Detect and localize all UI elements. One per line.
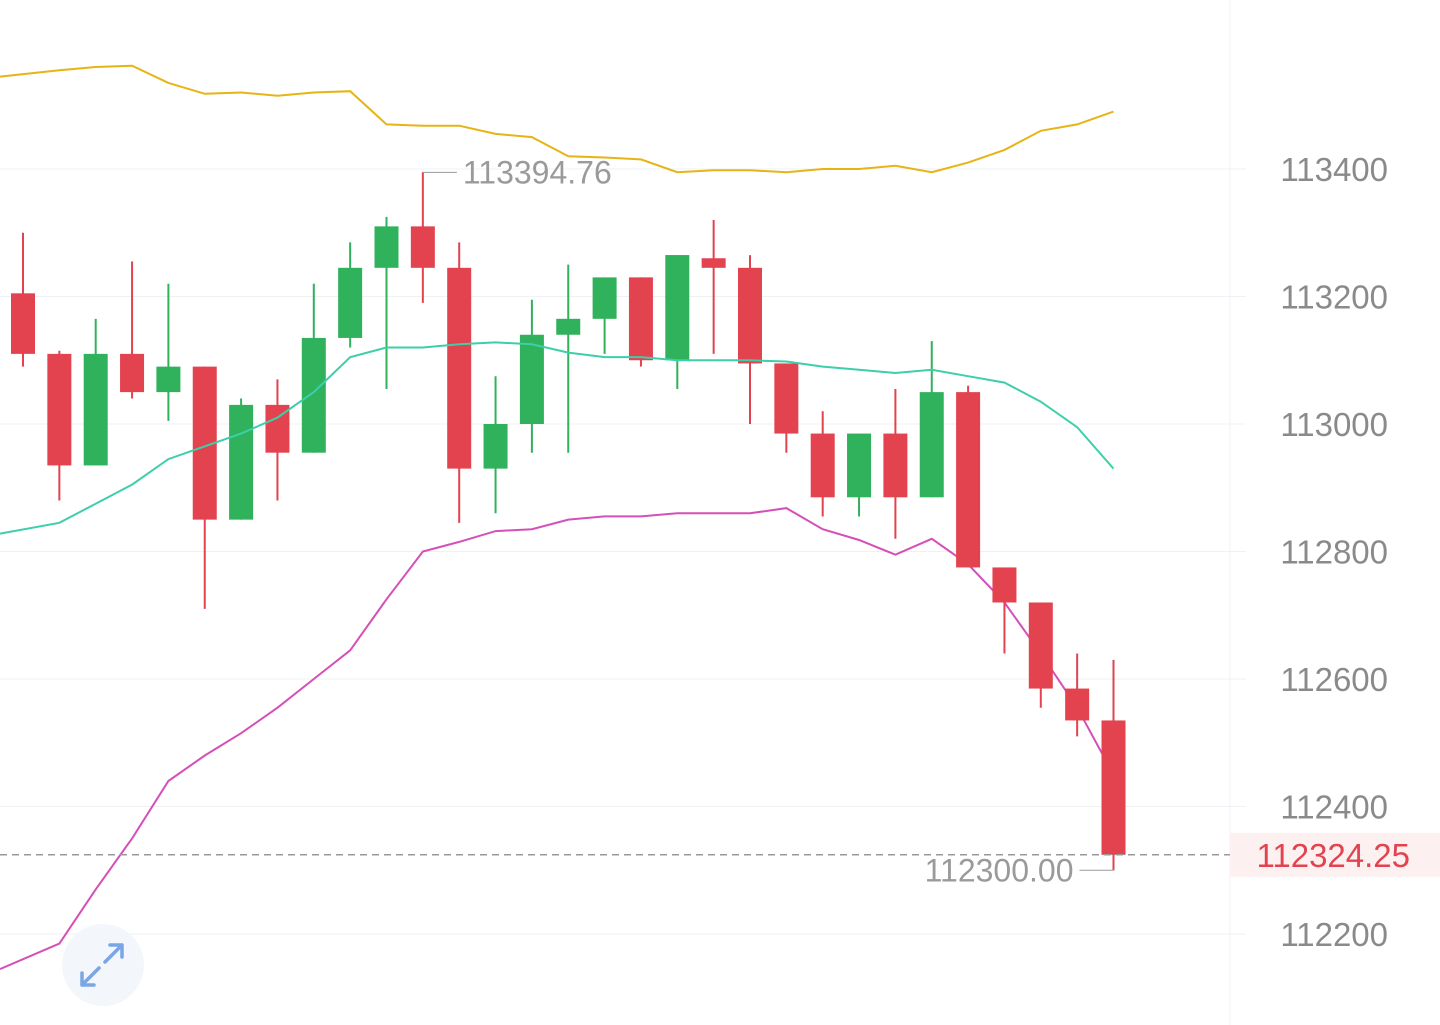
candle-down bbox=[1065, 653, 1090, 737]
candle-up bbox=[483, 376, 508, 514]
candle-body bbox=[338, 267, 363, 338]
candle-body bbox=[919, 392, 944, 498]
y-tick-label: 112800 bbox=[1280, 534, 1388, 571]
candle-up bbox=[83, 318, 108, 466]
expand-arrows-icon bbox=[80, 943, 124, 987]
candle-down bbox=[701, 220, 726, 354]
candle-up bbox=[592, 277, 617, 354]
candle-up bbox=[919, 341, 944, 498]
y-tick-label: 112600 bbox=[1280, 661, 1388, 698]
candle-body bbox=[701, 258, 726, 268]
candle-up bbox=[665, 255, 690, 389]
candle-up bbox=[229, 398, 254, 520]
candle-up bbox=[556, 264, 581, 453]
y-tick-label: 113000 bbox=[1280, 406, 1388, 443]
candle-up bbox=[847, 433, 872, 517]
candle-body bbox=[956, 392, 981, 568]
candle-up bbox=[338, 242, 363, 348]
candle-down bbox=[447, 242, 472, 523]
max-price-label: 113394.76 bbox=[463, 154, 612, 190]
candle-down bbox=[992, 567, 1017, 654]
upper-band-line bbox=[0, 64, 1114, 174]
candle-body bbox=[120, 353, 145, 393]
extreme-markers: 113394.76 112300.00 bbox=[422, 154, 1114, 888]
expand-button[interactable] bbox=[62, 924, 144, 1006]
candle-body bbox=[992, 567, 1017, 603]
candle-body bbox=[847, 433, 872, 498]
candle-body bbox=[556, 318, 581, 335]
candle-down bbox=[192, 366, 217, 609]
candle-body bbox=[410, 226, 435, 268]
candle-body bbox=[83, 353, 108, 466]
candle-body bbox=[774, 363, 799, 434]
candle-body bbox=[1101, 720, 1126, 855]
y-tick-label: 113200 bbox=[1280, 279, 1388, 316]
candle-body bbox=[11, 293, 35, 354]
candle-body bbox=[519, 334, 544, 424]
candles bbox=[11, 172, 1126, 871]
candle-body bbox=[47, 353, 72, 466]
min-price-label: 112300.00 bbox=[925, 852, 1074, 888]
lower-band-line bbox=[0, 507, 1115, 971]
candle-body bbox=[447, 267, 472, 469]
current-price-label: 112324.25 bbox=[1256, 837, 1410, 874]
candle-down bbox=[1101, 659, 1126, 871]
current-price-tag bbox=[1230, 832, 1440, 877]
middle-band-line bbox=[0, 341, 1115, 535]
candle-body bbox=[301, 337, 326, 453]
candle-body bbox=[1065, 688, 1090, 721]
candle-down bbox=[120, 261, 145, 399]
candle-down bbox=[628, 277, 653, 367]
y-tick-label: 112400 bbox=[1280, 789, 1388, 826]
candle-down bbox=[883, 388, 908, 539]
candle-body bbox=[483, 424, 508, 469]
candle-body bbox=[374, 226, 399, 268]
candle-body bbox=[156, 366, 181, 393]
candle-down bbox=[738, 255, 762, 424]
candle-body bbox=[628, 277, 653, 361]
candle-down bbox=[956, 385, 981, 568]
candle-down bbox=[774, 363, 799, 453]
candle-body bbox=[592, 277, 617, 319]
candle-down bbox=[410, 172, 435, 303]
candle-body bbox=[229, 404, 254, 520]
candle-body bbox=[1028, 602, 1053, 689]
candle-down bbox=[1028, 602, 1053, 708]
y-tick-label: 113400 bbox=[1280, 151, 1388, 188]
candle-down bbox=[265, 379, 290, 501]
candle-up bbox=[156, 283, 181, 421]
candle-down bbox=[47, 350, 72, 501]
current-price-line: 112324.25 bbox=[0, 832, 1440, 877]
y-tick-label: 112200 bbox=[1280, 916, 1388, 953]
bollinger-bands bbox=[0, 64, 1115, 971]
price-axis: 113400 113200 113000 112800 112600 112400 1122… bbox=[1280, 151, 1388, 953]
candle-body bbox=[738, 267, 762, 364]
candle-body bbox=[883, 433, 908, 498]
candle-up bbox=[301, 283, 326, 453]
candle-up bbox=[374, 216, 399, 389]
candle-body bbox=[665, 255, 690, 361]
candle-down bbox=[810, 411, 835, 517]
candle-up bbox=[519, 299, 544, 453]
candle-body bbox=[810, 433, 835, 498]
candle-down bbox=[11, 232, 35, 367]
